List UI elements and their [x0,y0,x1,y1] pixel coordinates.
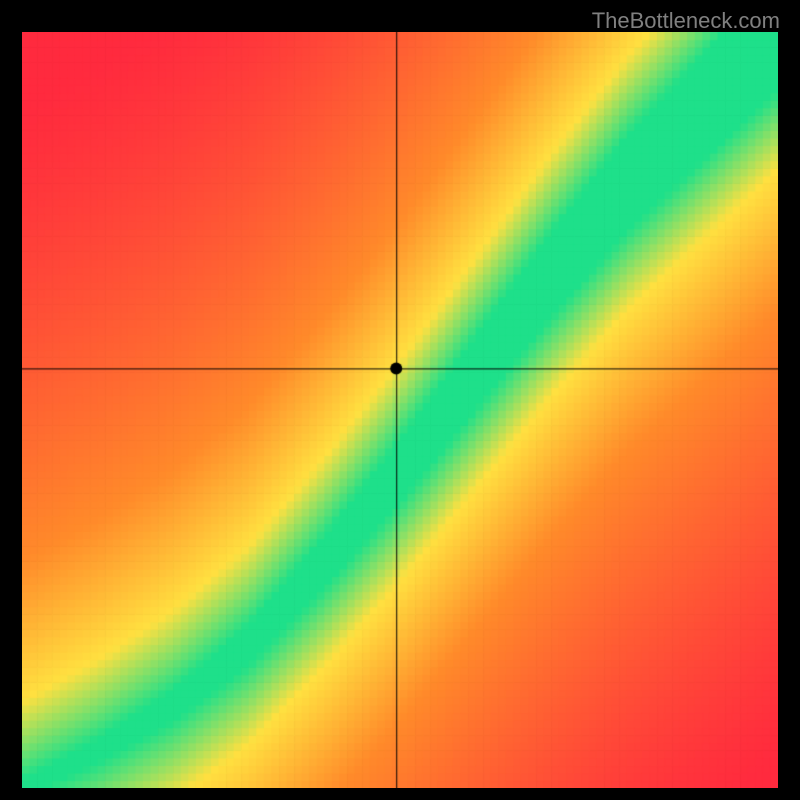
watermark-text: TheBottleneck.com [592,8,780,34]
root-container: TheBottleneck.com [0,0,800,800]
heatmap-plot [22,32,778,788]
heatmap-canvas [22,32,778,788]
